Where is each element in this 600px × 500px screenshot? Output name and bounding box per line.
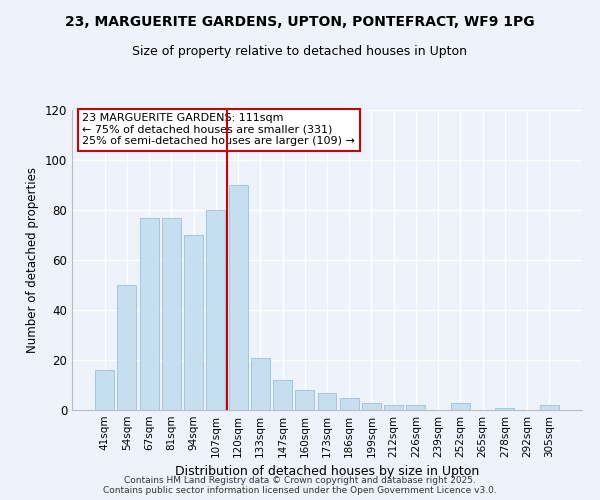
Bar [384, 405, 403, 410]
Bar [273, 380, 292, 410]
Bar [229, 185, 248, 410]
Bar [95, 370, 114, 410]
Bar [162, 218, 181, 410]
Bar [362, 402, 381, 410]
Bar [451, 402, 470, 410]
Bar [184, 235, 203, 410]
Bar [540, 405, 559, 410]
Text: Contains HM Land Registry data © Crown copyright and database right 2025.
Contai: Contains HM Land Registry data © Crown c… [103, 476, 497, 495]
Text: 23 MARGUERITE GARDENS: 111sqm
← 75% of detached houses are smaller (331)
25% of : 23 MARGUERITE GARDENS: 111sqm ← 75% of d… [82, 113, 355, 146]
Bar [118, 285, 136, 410]
Bar [340, 398, 359, 410]
Text: 23, MARGUERITE GARDENS, UPTON, PONTEFRACT, WF9 1PG: 23, MARGUERITE GARDENS, UPTON, PONTEFRAC… [65, 15, 535, 29]
Bar [406, 405, 425, 410]
Bar [140, 218, 158, 410]
Y-axis label: Number of detached properties: Number of detached properties [26, 167, 39, 353]
X-axis label: Distribution of detached houses by size in Upton: Distribution of detached houses by size … [175, 466, 479, 478]
Bar [317, 392, 337, 410]
Bar [295, 390, 314, 410]
Bar [496, 408, 514, 410]
Text: Size of property relative to detached houses in Upton: Size of property relative to detached ho… [133, 45, 467, 58]
Bar [206, 210, 225, 410]
Bar [251, 358, 270, 410]
